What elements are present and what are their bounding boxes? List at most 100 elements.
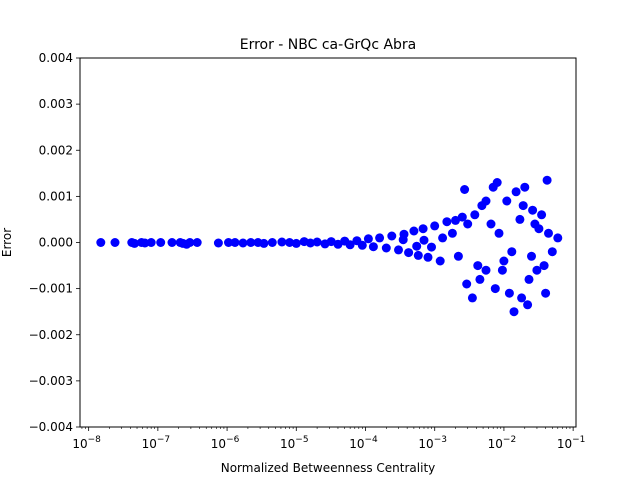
data-point xyxy=(130,238,139,248)
data-point xyxy=(544,228,553,238)
data-point xyxy=(238,238,248,248)
x-tick-base: 10 xyxy=(557,437,572,451)
data-point xyxy=(511,187,521,197)
data-point xyxy=(326,237,336,247)
data-point xyxy=(277,237,287,247)
data-point xyxy=(481,196,491,206)
data-point xyxy=(110,238,120,247)
data-point xyxy=(363,234,373,244)
x-tick-label: 10−5 xyxy=(280,435,309,451)
data-point xyxy=(267,238,277,247)
data-point xyxy=(532,265,542,275)
data-point xyxy=(409,226,419,236)
data-point xyxy=(481,265,491,275)
data-point xyxy=(467,293,477,303)
x-tick-exponent: −7 xyxy=(157,435,170,445)
data-point xyxy=(462,279,472,289)
x-axis-label: Normalized Betweenness Centrality xyxy=(221,461,436,475)
data-point xyxy=(502,196,512,206)
data-point xyxy=(524,274,534,284)
data-point xyxy=(447,228,457,238)
x-tick-label: 10−1 xyxy=(557,435,586,451)
y-tick-label: −0.002 xyxy=(29,328,73,342)
x-tick-exponent: −4 xyxy=(364,435,378,445)
data-point xyxy=(146,238,156,247)
y-tick-label: 0.002 xyxy=(39,143,73,157)
data-point xyxy=(259,238,269,248)
data-point xyxy=(509,307,519,317)
data-point xyxy=(381,243,391,253)
data-point xyxy=(453,251,463,261)
data-point xyxy=(517,293,527,303)
data-point xyxy=(305,238,315,248)
data-point xyxy=(541,288,551,298)
x-tick-base: 10 xyxy=(72,437,87,451)
data-point xyxy=(507,247,517,257)
data-point xyxy=(435,256,445,266)
data-point xyxy=(470,210,480,220)
y-tick-label: 0.003 xyxy=(39,97,73,111)
x-tick-base: 10 xyxy=(280,437,295,451)
data-point xyxy=(463,219,473,229)
data-point xyxy=(156,238,166,247)
data-point xyxy=(192,238,202,247)
data-point xyxy=(413,250,423,260)
data-point xyxy=(246,238,256,247)
data-point xyxy=(539,261,549,271)
x-tick-exponent: −2 xyxy=(503,435,516,445)
y-axis-ticks: 0.004 0.003 0.002 0.001 0.000 −0.001 −0.002 −0.… xyxy=(29,51,80,434)
data-point xyxy=(368,242,378,252)
data-point xyxy=(497,265,507,275)
data-point xyxy=(185,238,195,247)
y-tick-label: −0.003 xyxy=(29,374,73,388)
data-point xyxy=(492,178,502,187)
data-point xyxy=(457,212,467,222)
data-point xyxy=(460,185,470,194)
x-tick-base: 10 xyxy=(488,437,503,451)
data-point xyxy=(553,233,563,243)
data-point xyxy=(542,175,552,185)
x-tick-exponent: −8 xyxy=(88,435,102,445)
data-point xyxy=(387,231,397,241)
data-point xyxy=(224,238,233,247)
data-point xyxy=(423,252,433,262)
data-point xyxy=(537,210,547,220)
x-tick-base: 10 xyxy=(349,437,364,451)
data-point xyxy=(490,284,500,294)
data-point xyxy=(473,261,483,271)
data-point xyxy=(438,233,448,243)
points-layer xyxy=(96,175,563,317)
x-tick-label: 10−8 xyxy=(72,435,101,451)
data-point xyxy=(523,300,533,310)
data-point xyxy=(412,241,422,251)
x-tick-label: 10−7 xyxy=(142,435,171,451)
data-point xyxy=(547,247,557,257)
y-axis-label: Error xyxy=(0,228,14,257)
y-tick-label: −0.001 xyxy=(29,282,73,296)
data-point xyxy=(285,238,295,247)
data-point xyxy=(96,238,106,247)
data-point xyxy=(528,205,538,215)
x-tick-base: 10 xyxy=(142,437,157,451)
data-point xyxy=(475,274,485,284)
chart-title: Error - NBC ca-GrQc Abra xyxy=(240,37,417,53)
data-point xyxy=(230,238,240,247)
data-point xyxy=(499,256,509,266)
y-tick-label: 0.004 xyxy=(39,51,73,65)
data-point xyxy=(404,248,414,258)
data-point xyxy=(504,288,514,298)
data-point xyxy=(518,201,528,211)
data-point xyxy=(333,239,343,249)
y-tick-label: 0.001 xyxy=(39,189,73,203)
x-tick-label: 10−6 xyxy=(211,435,240,451)
data-point xyxy=(419,235,429,245)
data-point xyxy=(345,240,355,250)
x-tick-label: 10−4 xyxy=(349,435,378,451)
x-tick-exponent: −1 xyxy=(572,435,585,445)
x-tick-base: 10 xyxy=(211,437,226,451)
data-point xyxy=(527,251,536,261)
x-tick-label: 10−2 xyxy=(488,435,517,451)
data-point xyxy=(430,221,440,231)
x-tick-exponent: −3 xyxy=(434,435,447,445)
data-point xyxy=(520,182,530,192)
